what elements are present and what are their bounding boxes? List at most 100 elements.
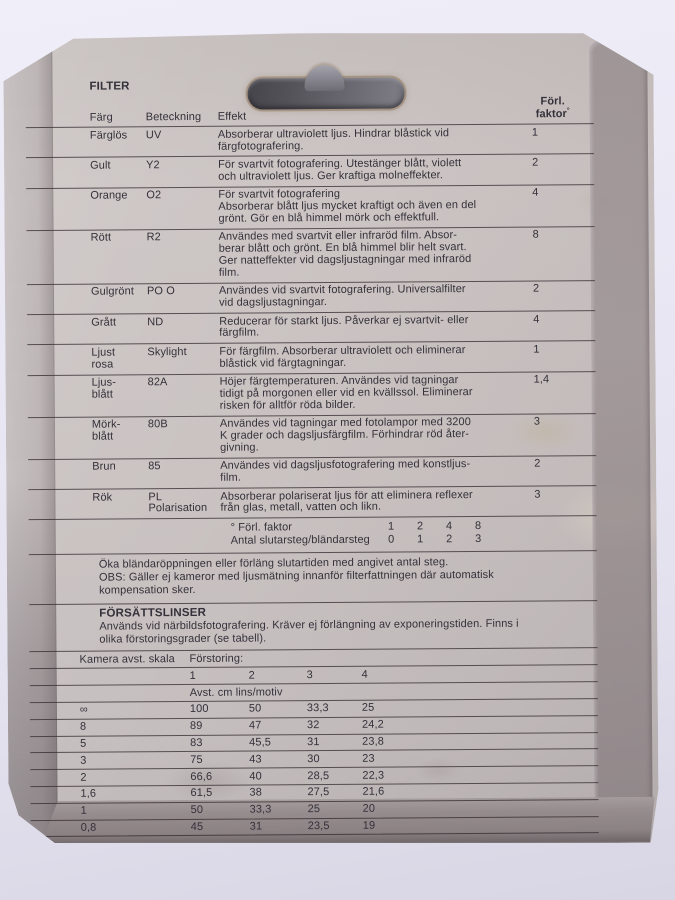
factor-footnote-table: ° Förl. faktor 1 2 4 8 Antal slutarsteg/… xyxy=(29,515,597,553)
closeup-lens-section: FÖRSÄTTSLINSER Används vid närbildsfotog… xyxy=(29,600,597,651)
printed-label: FILTER Färg Beteckning Effekt Förl. fakt… xyxy=(25,77,598,837)
filter-row: Ljus- blått 82A Höjer färgtemperaturen. … xyxy=(28,371,596,417)
distance-value: 61,5 xyxy=(190,787,213,800)
distance-value: 24,2 xyxy=(361,718,384,732)
filter-factor: 1,4 xyxy=(533,373,550,386)
filter-effect: Reducerar för starkt ljus. Påverkar ej s… xyxy=(219,313,469,340)
closeup-col-scale: Kamera avst. skala xyxy=(79,653,175,666)
factor-note-value: 2 xyxy=(416,520,424,533)
distance-value: 50 xyxy=(190,804,204,817)
filter-row: Grått ND Reducerar för starkt ljus. Påve… xyxy=(27,310,595,344)
filter-color: Färglös xyxy=(89,129,128,142)
filter-factor: 1 xyxy=(533,343,540,356)
closeup-section-intro: Används vid närbildsfotografering. Kräve… xyxy=(99,617,519,646)
filter-row: Gulgrönt PO O Användes vid svartvit foto… xyxy=(27,280,595,314)
filter-color: Ljust rosa xyxy=(91,346,116,371)
distance-value: 83 xyxy=(190,736,203,750)
distance-value: 50 xyxy=(248,702,262,715)
distance-value: 31 xyxy=(249,820,263,833)
filter-designation: UV xyxy=(145,128,162,141)
distance-value: 25 xyxy=(361,702,375,715)
closeup-distance-label: Avst. cm lins/motiv xyxy=(189,685,283,699)
factor-header-line1: Förl. xyxy=(540,95,565,108)
closeup-distance-table: Kamera avst. skala Förstoring: 1 2 3 4 A… xyxy=(29,648,598,838)
scale-value: 3 xyxy=(80,754,87,767)
factor-note-value: 2 xyxy=(446,533,453,546)
distance-value: 33,3 xyxy=(249,803,272,816)
filter-effect: Användes vid dagsljusfotografering med k… xyxy=(220,458,471,484)
filter-designation: Skylight xyxy=(147,345,187,359)
filter-row: Gult Y2 För svartvit fotografering. Utes… xyxy=(26,154,594,188)
distance-value: 23 xyxy=(362,752,375,765)
filter-effect: Användes vid svartvit fotografering. Uni… xyxy=(218,283,466,309)
filter-factor: 2 xyxy=(532,156,539,169)
scale-value: 1 xyxy=(80,804,87,818)
scale-value: 5 xyxy=(80,737,87,750)
scale-value: ∞ xyxy=(79,704,88,717)
magnification-value: 3 xyxy=(306,668,313,681)
factor-footnote-row: Antal slutarsteg/bländarsteg 0 1 2 3 xyxy=(29,533,597,550)
filter-effect: Höjer färgtemperaturen. Användes vid tag… xyxy=(219,374,473,412)
filter-color: Ljus- blått xyxy=(91,376,116,401)
distance-value: 31 xyxy=(307,736,320,749)
filter-row: Mörk- blått 80B Användes vid tagningar m… xyxy=(28,413,596,459)
distance-value: 23,8 xyxy=(362,735,384,748)
column-header-factor: Förl. faktor° xyxy=(506,95,594,121)
filter-factor: 8 xyxy=(532,228,539,241)
factor-note-value: 3 xyxy=(475,533,482,546)
exposure-note: Öka bländaröppningen eller förläng sluta… xyxy=(29,550,597,605)
distance-value: 32 xyxy=(306,719,320,732)
distance-value: 33,3 xyxy=(306,702,329,715)
filter-designation: R2 xyxy=(146,231,161,244)
filter-effect: Användes vid tagningar med fotolampor me… xyxy=(219,416,471,454)
scale-value: 1,6 xyxy=(80,788,97,801)
factor-note-value: 1 xyxy=(387,520,395,533)
distance-value: 43 xyxy=(249,753,262,766)
factor-footnote-mark: ° xyxy=(566,107,570,115)
filter-color: Grått xyxy=(91,316,117,329)
filter-table-header: FILTER Färg Beteckning Effekt Förl. fakt… xyxy=(25,77,593,127)
filter-table-title: FILTER xyxy=(89,80,130,93)
magnification-value: 1 xyxy=(189,669,196,682)
distance-value: 66,6 xyxy=(190,770,213,783)
filter-effect: Absorberar polariserat ljus för att elim… xyxy=(220,488,473,515)
distance-value: 30 xyxy=(307,752,320,766)
factor-header-line2: faktor xyxy=(535,108,567,121)
filter-color: Mörk- blått xyxy=(91,418,121,443)
filter-row: Rött R2 Användes med svartvit eller infr… xyxy=(27,226,595,284)
filter-color: Gulgrönt xyxy=(90,285,135,298)
filter-designation: 85 xyxy=(148,460,161,473)
filter-row: Orange O2 För svartvit fotografering Abs… xyxy=(26,184,594,230)
factor-note-label: ° Förl. faktor xyxy=(230,521,293,534)
filter-row: Rök PL Polarisation Absorberar polariser… xyxy=(28,485,596,519)
filter-factor: 2 xyxy=(534,457,541,470)
filter-effect: För färgfilm. Absorberar ultraviolett oc… xyxy=(219,343,466,370)
scale-value: 2 xyxy=(80,771,87,784)
distance-value: 19 xyxy=(362,819,376,832)
filter-factor: 2 xyxy=(532,282,540,295)
distance-value: 45,5 xyxy=(249,736,271,749)
filter-designation: 80B xyxy=(147,418,168,431)
magnification-value: 4 xyxy=(361,668,368,681)
filter-package-back: FILTER Färg Beteckning Effekt Förl. fakt… xyxy=(3,31,659,848)
filter-color: Gult xyxy=(90,159,111,172)
scale-value: 0,8 xyxy=(80,821,97,834)
distance-value: 38 xyxy=(249,786,262,800)
distance-value: 27,5 xyxy=(307,786,330,799)
factor-note-value: 0 xyxy=(388,534,395,547)
magnification-value: 2 xyxy=(248,669,255,682)
distance-value: 45 xyxy=(190,820,204,834)
filter-row: Ljust rosa Skylight För färgfilm. Absorb… xyxy=(27,340,595,374)
distance-value: 89 xyxy=(189,720,203,733)
column-header-effect: Effekt xyxy=(217,110,247,123)
filter-designation: ND xyxy=(147,315,164,328)
filter-column-headers: Färg Beteckning Effekt Förl. faktor° xyxy=(26,95,594,127)
distance-value: 40 xyxy=(249,770,262,783)
distance-value: 28,5 xyxy=(307,769,330,782)
filter-row: Brun 85 Användes vid dagsljusfotograferi… xyxy=(28,455,596,489)
filter-effect: För svartvit fotografering Absorberar bl… xyxy=(218,188,477,225)
filter-designation: PO O xyxy=(146,285,175,298)
filter-color: Orange xyxy=(90,189,128,202)
factor-note-value: 8 xyxy=(474,520,482,533)
